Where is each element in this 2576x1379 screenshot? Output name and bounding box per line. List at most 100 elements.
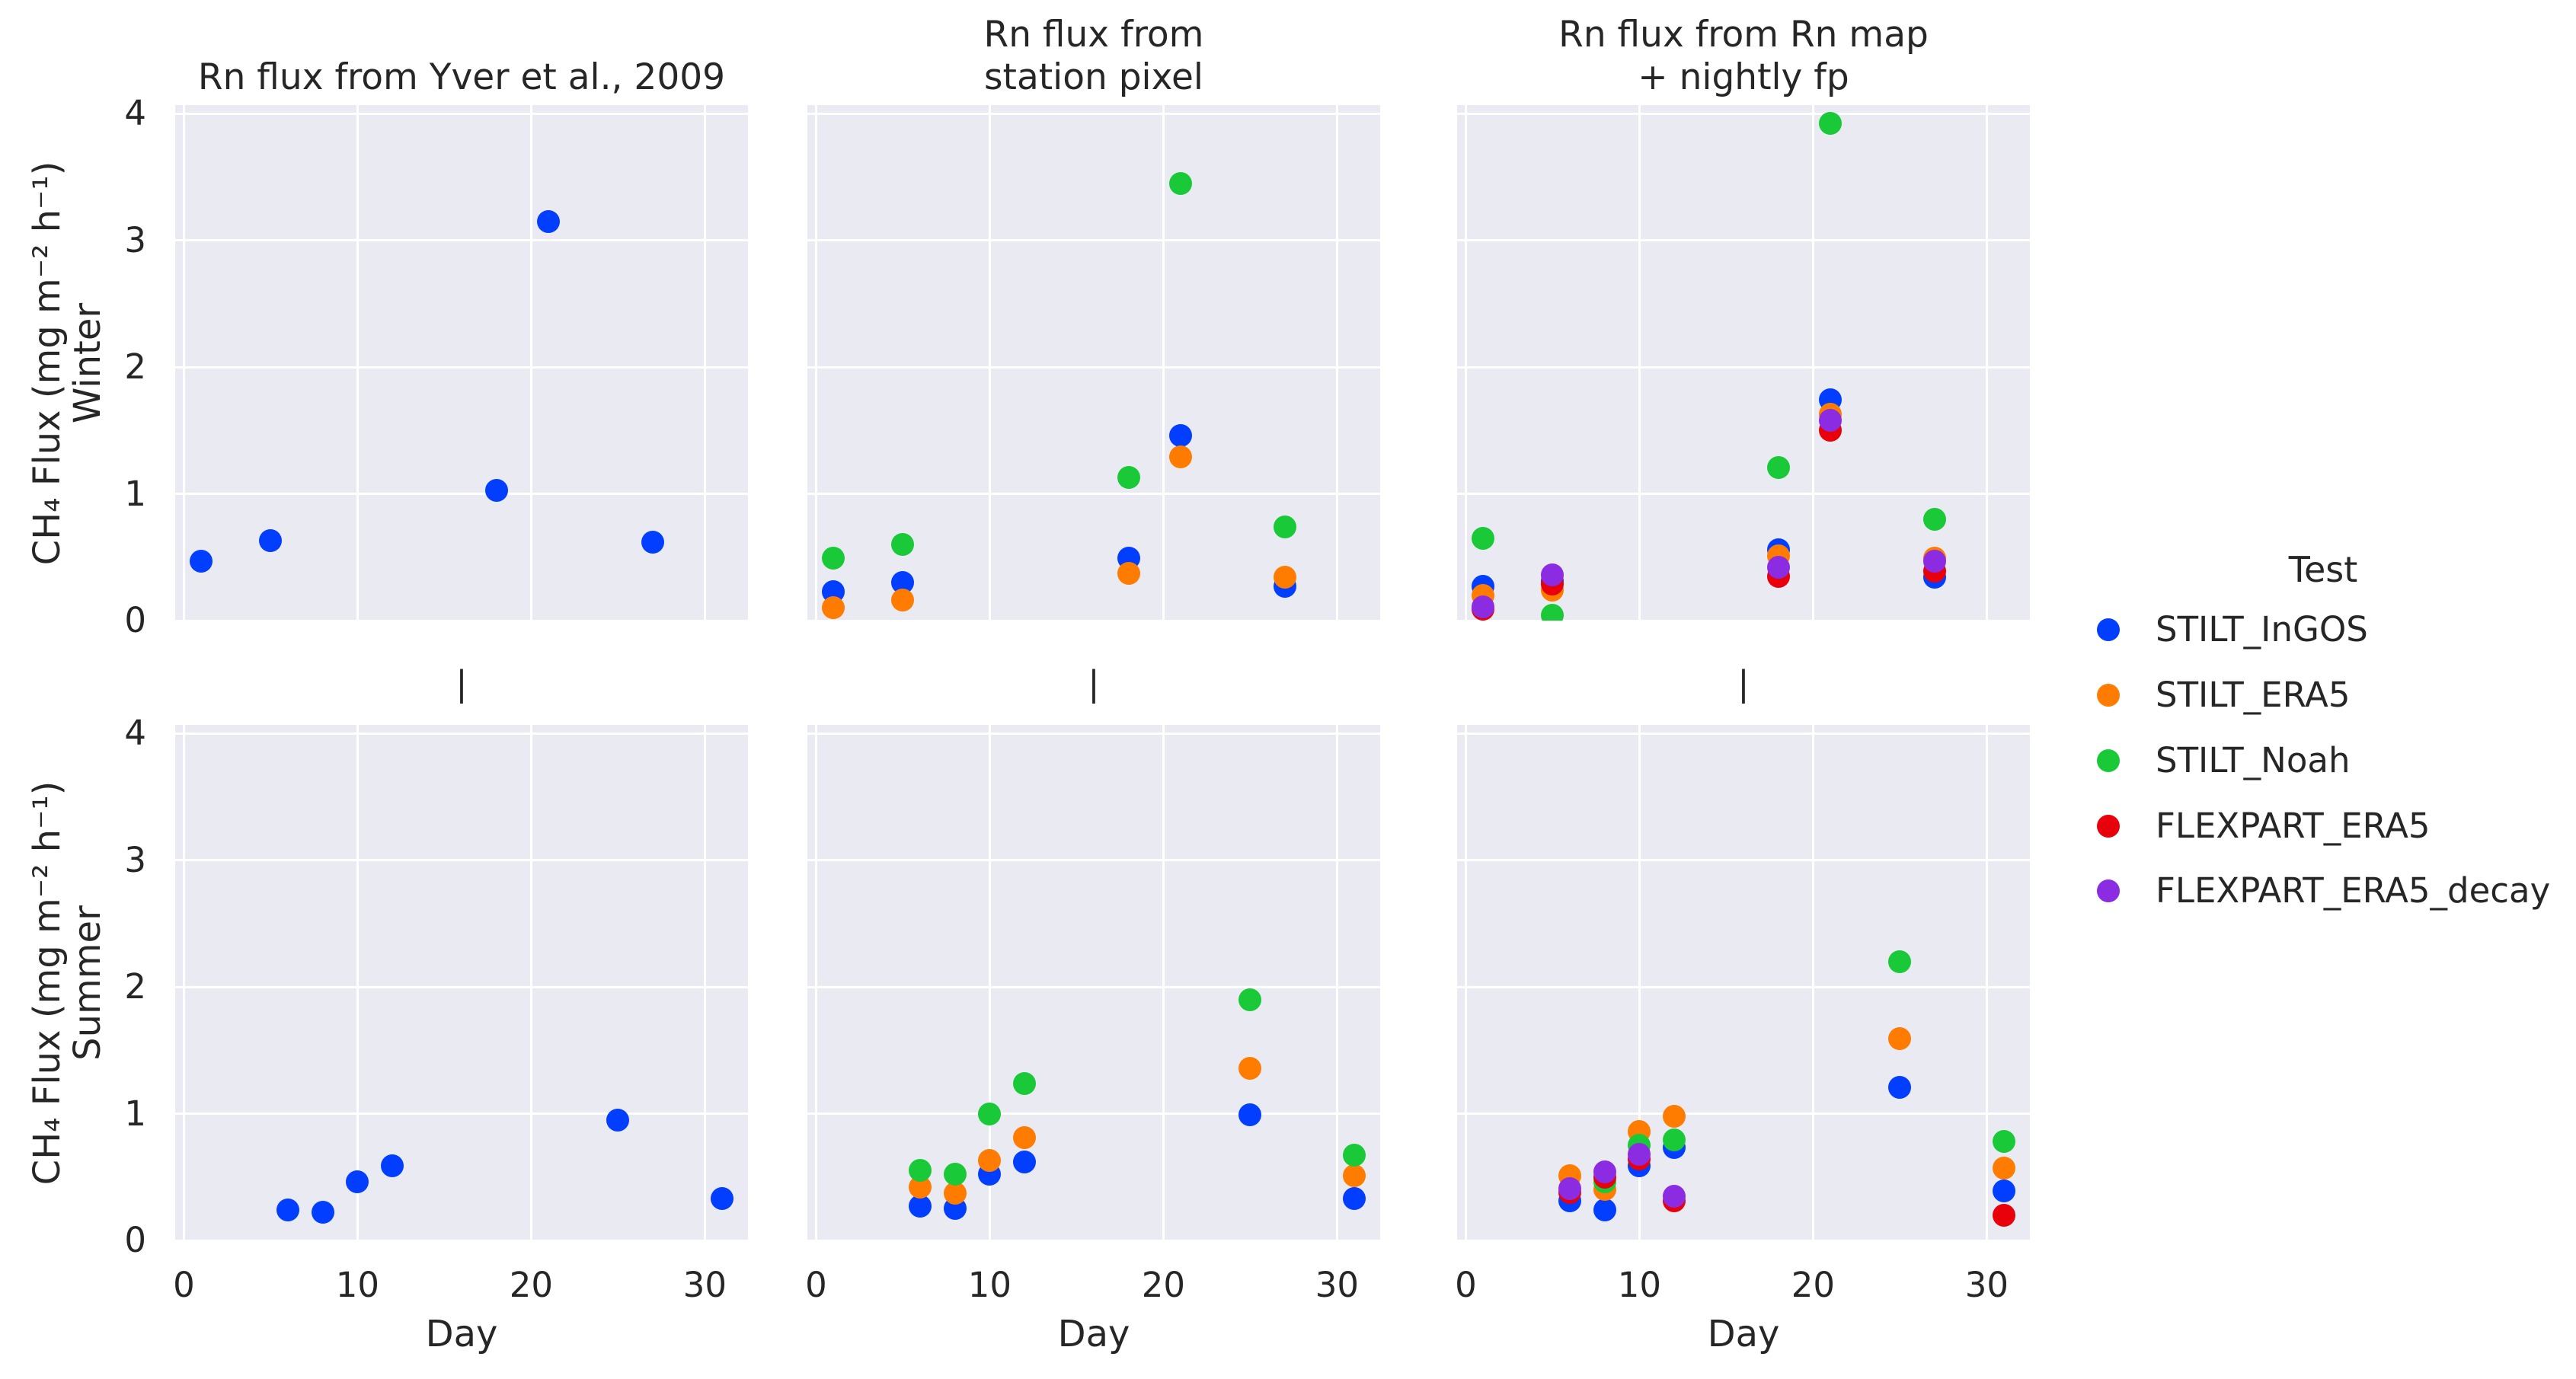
gridline-horizontal xyxy=(1457,985,2030,988)
plot-panel xyxy=(807,725,1380,1240)
gridline-horizontal xyxy=(807,619,1380,621)
plot-panel xyxy=(1457,725,2030,1240)
gridline-horizontal xyxy=(175,985,748,988)
gridline-vertical xyxy=(1638,105,1641,621)
panel-title: Rn flux from station pixel xyxy=(983,14,1204,98)
data-point-FLEXPART_ERA5_decay xyxy=(1663,1184,1686,1208)
x-tick-label: 30 xyxy=(1964,1265,2009,1305)
data-point-STILT_Noah xyxy=(1663,1128,1686,1152)
data-point-STILT_InGOS xyxy=(909,1195,932,1218)
data-point-FLEXPART_ERA5_decay xyxy=(1819,408,1843,432)
data-point-STILT_Noah xyxy=(1766,455,1790,479)
gridline-horizontal xyxy=(175,859,748,861)
legend-marker-FLEXPART_ERA5_decay xyxy=(2097,879,2120,902)
x-tick-label: 0 xyxy=(805,1265,827,1305)
data-point-STILT_Noah xyxy=(1819,112,1843,136)
data-point-STILT_InGOS xyxy=(1169,423,1193,447)
gridline-vertical xyxy=(703,725,706,1240)
row-label-winter: Winter xyxy=(66,302,109,423)
gridline-horizontal xyxy=(1457,365,2030,369)
x-tick-label: 10 xyxy=(335,1265,380,1305)
data-point-STILT_InGOS xyxy=(1888,1075,1912,1099)
y-tick-label: 0 xyxy=(124,600,146,640)
data-point-STILT_InGOS xyxy=(190,549,213,573)
x-tick-label: 20 xyxy=(1141,1265,1186,1305)
data-point-STILT_Noah xyxy=(1472,526,1495,550)
row-label-summer: Summer xyxy=(66,905,109,1061)
gridline-vertical xyxy=(1811,725,1814,1240)
gridline-vertical xyxy=(1464,725,1467,1240)
x-tick-label: 20 xyxy=(1791,1265,1836,1305)
data-point-STILT_InGOS xyxy=(276,1199,300,1222)
data-point-STILT_InGOS xyxy=(1013,1150,1036,1173)
y-axis-label: CH₄ Flux (mg m⁻² h⁻¹) xyxy=(26,780,69,1185)
data-point-FLEXPART_ERA5_decay xyxy=(1628,1142,1651,1166)
row-separator: | xyxy=(1737,663,1750,704)
gridline-vertical xyxy=(1335,105,1338,621)
gridline-horizontal xyxy=(1457,239,2030,241)
x-axis-label: Day xyxy=(425,1313,498,1355)
data-point-STILT_ERA5 xyxy=(978,1149,1002,1173)
legend-label: FLEXPART_ERA5 xyxy=(2156,806,2431,846)
data-point-STILT_Noah xyxy=(1013,1071,1036,1095)
gridline-vertical xyxy=(182,725,185,1240)
data-point-STILT_Noah xyxy=(1274,515,1296,538)
data-point-STILT_Noah xyxy=(1923,507,1946,531)
data-point-STILT_ERA5 xyxy=(1013,1126,1036,1150)
gridline-horizontal xyxy=(807,1239,1380,1240)
x-tick-label: 10 xyxy=(967,1265,1012,1305)
data-point-STILT_Noah xyxy=(1169,171,1193,195)
data-point-STILT_Noah xyxy=(891,533,915,557)
data-point-STILT_ERA5 xyxy=(1238,1056,1262,1080)
legend-title: Test xyxy=(2288,549,2358,590)
data-point-STILT_ERA5 xyxy=(1343,1164,1366,1188)
gridline-horizontal xyxy=(175,365,748,369)
gridline-vertical xyxy=(529,105,532,621)
legend-marker-STILT_Noah xyxy=(2097,749,2120,772)
data-point-FLEXPART_ERA5_decay xyxy=(1472,595,1495,618)
data-point-STILT_ERA5 xyxy=(943,1182,967,1205)
data-point-STILT_Noah xyxy=(1238,988,1262,1011)
data-point-STILT_InGOS xyxy=(346,1170,369,1194)
gridline-horizontal xyxy=(1457,112,2030,115)
row-separator: | xyxy=(455,663,468,704)
y-tick-label: 1 xyxy=(124,1093,146,1134)
gridline-horizontal xyxy=(807,239,1380,241)
gridline-horizontal xyxy=(175,1112,748,1115)
gridline-horizontal xyxy=(175,1239,748,1240)
gridline-vertical xyxy=(1638,725,1641,1240)
data-point-STILT_InGOS xyxy=(484,478,508,502)
y-tick-label: 4 xyxy=(124,713,146,753)
panel-title: Rn flux from Yver et al., 2009 xyxy=(197,56,726,98)
gridline-horizontal xyxy=(1457,619,2030,621)
gridline-vertical xyxy=(182,105,185,621)
gridline-vertical xyxy=(1162,725,1165,1240)
data-point-STILT_InGOS xyxy=(641,530,664,554)
gridline-horizontal xyxy=(1457,1239,2030,1240)
gridline-horizontal xyxy=(1457,1112,2030,1115)
data-point-STILT_Noah xyxy=(909,1159,932,1183)
x-tick-label: 30 xyxy=(1315,1265,1360,1305)
data-point-STILT_ERA5 xyxy=(891,589,915,612)
legend-label: STILT_InGOS xyxy=(2156,609,2368,650)
gridline-horizontal xyxy=(807,1112,1380,1115)
data-point-STILT_InGOS xyxy=(537,209,561,233)
data-point-STILT_Noah xyxy=(1343,1144,1366,1167)
legend-label: STILT_Noah xyxy=(2156,740,2351,780)
x-tick-label: 10 xyxy=(1617,1265,1662,1305)
y-tick-label: 0 xyxy=(124,1220,146,1260)
data-point-STILT_InGOS xyxy=(711,1187,734,1211)
gridline-horizontal xyxy=(1457,732,2030,735)
gridline-vertical xyxy=(1985,725,1988,1240)
plot-panel xyxy=(175,105,748,621)
data-point-FLEXPART_ERA5_decay xyxy=(1593,1160,1616,1184)
gridline-horizontal xyxy=(1457,493,2030,495)
data-point-STILT_InGOS xyxy=(606,1108,630,1132)
gridline-horizontal xyxy=(807,985,1380,988)
gridline-vertical xyxy=(814,725,817,1240)
data-point-STILT_InGOS xyxy=(1593,1199,1616,1222)
data-point-STILT_Noah xyxy=(1888,950,1912,973)
gridline-vertical xyxy=(356,725,359,1240)
data-point-FLEXPART_ERA5_decay xyxy=(1766,556,1790,579)
